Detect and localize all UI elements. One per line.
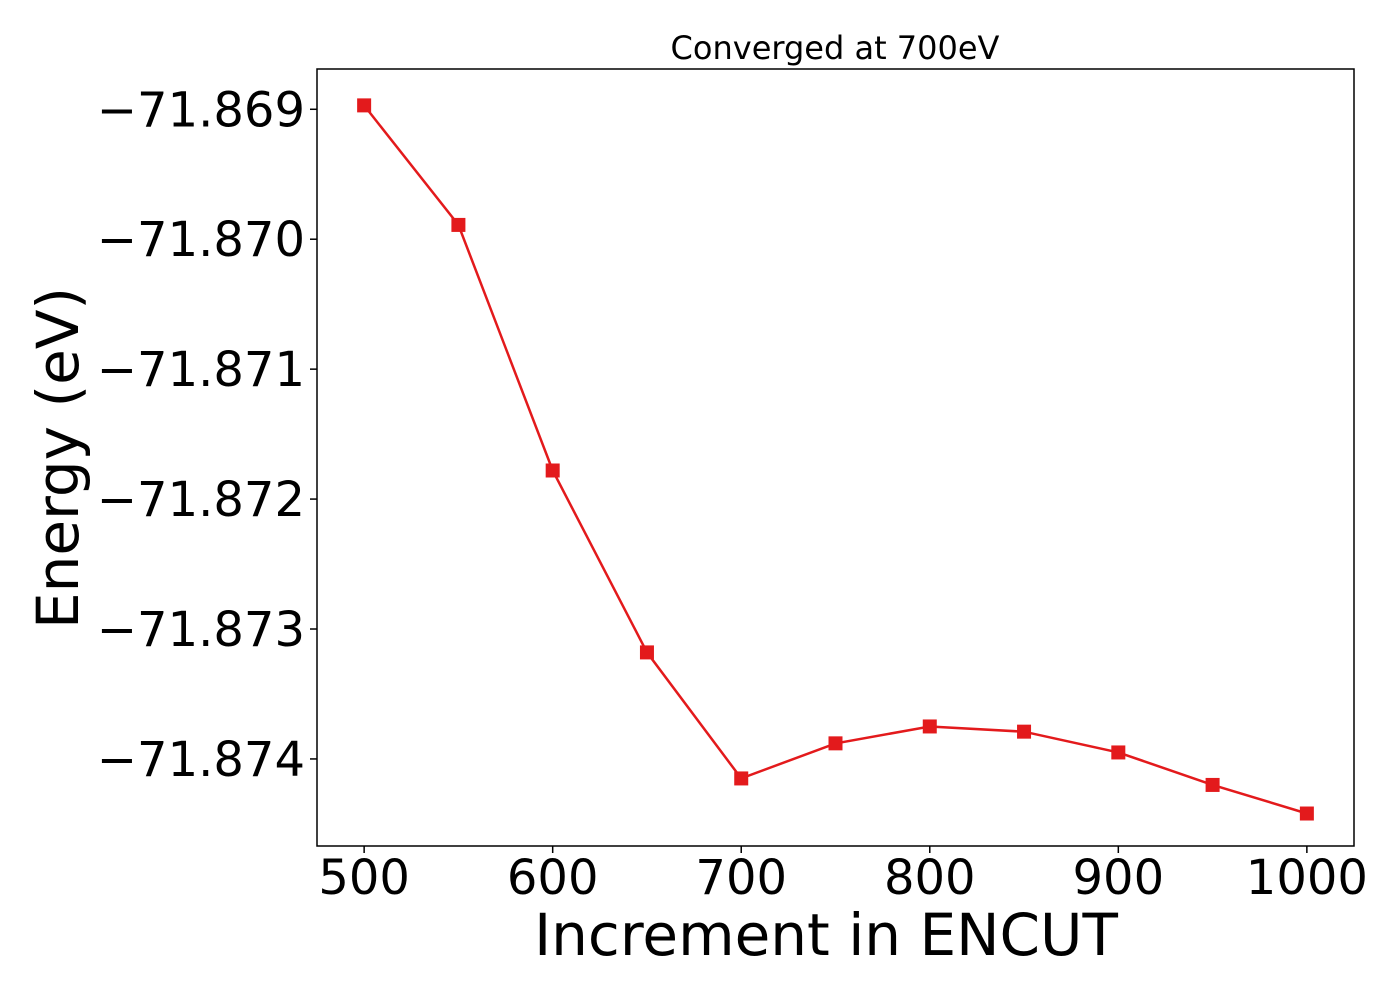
data-point [1205, 777, 1220, 792]
y-axis-label: Energy (eV) [24, 287, 92, 629]
x-tick-label: 900 [1073, 850, 1165, 906]
data-point [639, 645, 654, 660]
x-tick-label: 1000 [1246, 850, 1368, 906]
y-tick-label: −71.874 [97, 732, 305, 788]
data-point [1299, 806, 1314, 821]
x-axis-label: Increment in ENCUT [534, 901, 1118, 969]
x-tick-label: 600 [507, 850, 599, 906]
data-point [545, 463, 560, 478]
y-tick-label: −71.871 [97, 342, 305, 398]
y-tick-label: −71.869 [97, 82, 305, 138]
x-tick-label: 700 [695, 850, 787, 906]
plot-area-frame [316, 68, 1355, 847]
y-tick-label: −71.872 [97, 472, 305, 528]
y-axis: −71.869 −71.870 −71.871 −71.872 −71.873 −71.8… [97, 82, 317, 788]
y-tick-label: −71.870 [97, 212, 305, 268]
x-tick-label: 500 [318, 850, 410, 906]
series-layer [357, 98, 1314, 821]
data-point [1111, 745, 1126, 760]
data-point [451, 217, 466, 232]
data-point [922, 719, 937, 734]
y-tick-label: −71.873 [97, 602, 305, 658]
x-axis: 500 600 700 800 900 1000 [318, 846, 1368, 906]
chart-title: Converged at 700eV [671, 29, 1000, 67]
data-point [1017, 724, 1032, 739]
data-point [357, 98, 372, 113]
data-point [734, 771, 749, 786]
data-point [828, 736, 843, 751]
x-tick-label: 800 [884, 850, 976, 906]
series-line [363, 104, 1308, 815]
